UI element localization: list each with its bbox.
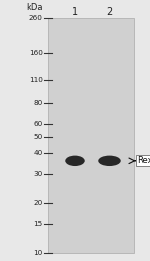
Text: 1: 1 bbox=[72, 7, 78, 17]
Text: kDa: kDa bbox=[26, 3, 43, 12]
Text: 20: 20 bbox=[33, 200, 43, 206]
Text: 260: 260 bbox=[29, 15, 43, 21]
Text: 80: 80 bbox=[33, 100, 43, 106]
Text: 50: 50 bbox=[33, 134, 43, 140]
FancyBboxPatch shape bbox=[48, 18, 134, 253]
Text: 2: 2 bbox=[106, 7, 113, 17]
Text: Rex1: Rex1 bbox=[137, 156, 150, 165]
Ellipse shape bbox=[65, 156, 85, 166]
Text: 40: 40 bbox=[33, 150, 43, 156]
Text: 30: 30 bbox=[33, 171, 43, 177]
Text: 160: 160 bbox=[29, 50, 43, 56]
Text: 10: 10 bbox=[33, 250, 43, 256]
Text: 15: 15 bbox=[33, 221, 43, 227]
Text: 60: 60 bbox=[33, 121, 43, 127]
Text: 110: 110 bbox=[29, 77, 43, 83]
Ellipse shape bbox=[98, 156, 121, 166]
